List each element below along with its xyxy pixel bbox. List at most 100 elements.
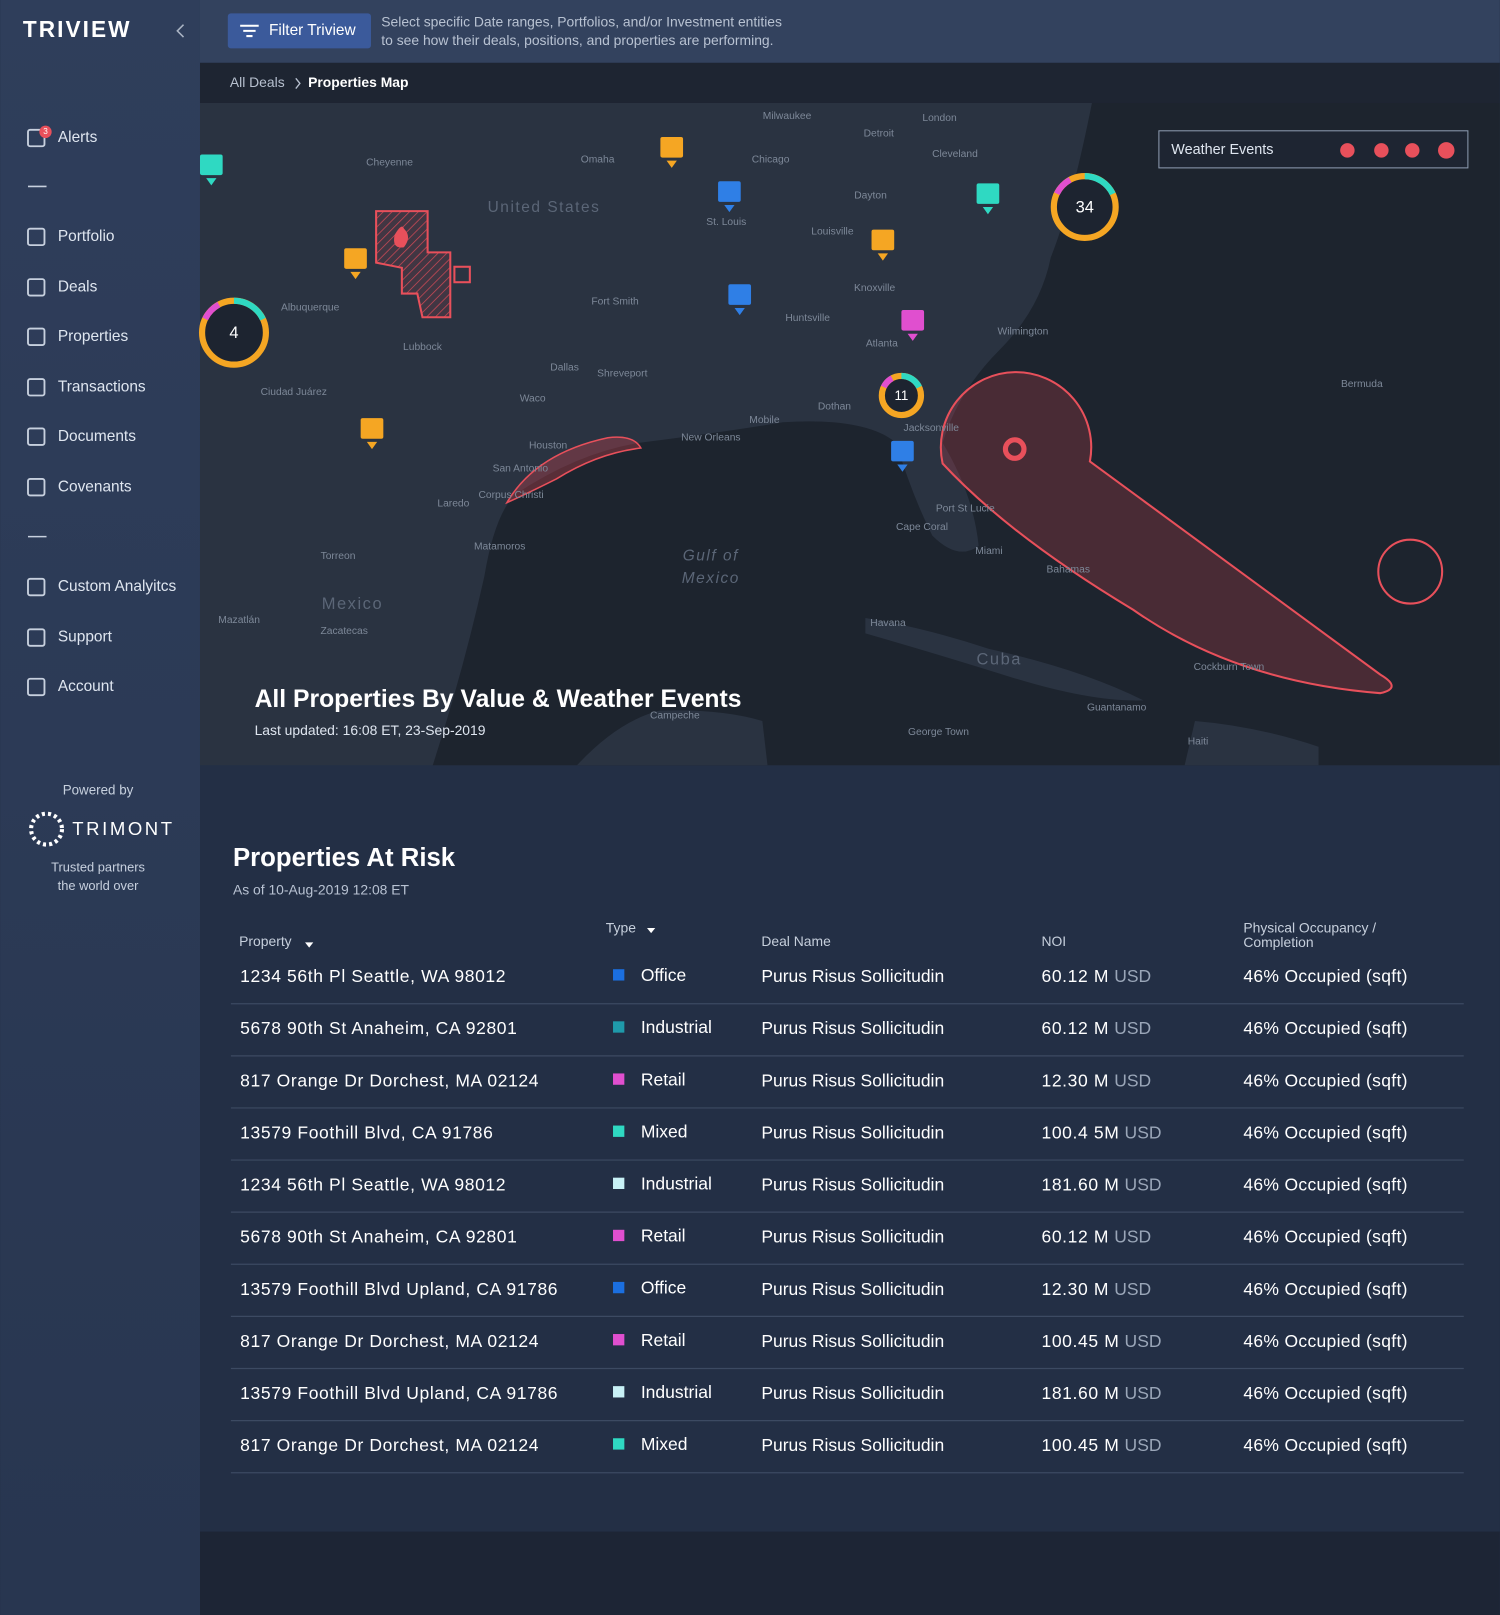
map-label: Mexico (682, 570, 740, 587)
cell-occupancy: 46% Occupied (sqft) (1243, 1122, 1407, 1142)
cell-deal: Purus Risus Sollicitudin (761, 1175, 944, 1195)
map-label: Bermuda (1341, 379, 1383, 390)
map (199, 102, 1500, 766)
sort-icon[interactable] (305, 942, 314, 948)
map-label: Havana (870, 618, 906, 629)
cell-deal: Purus Risus Sollicitudin (761, 1227, 944, 1247)
map-label: Campeche (650, 711, 700, 722)
cell-type: Mixed (641, 1434, 688, 1454)
sort-icon[interactable] (647, 928, 656, 934)
filter-hint: Select specific Date ranges, Portfolios,… (381, 13, 782, 29)
map-label: Fort Smith (591, 297, 639, 308)
property-marker (871, 229, 895, 251)
column-header: Completion (1243, 934, 1313, 950)
cell-property: 817 Orange Dr Dorchest, MA 02124 (240, 1070, 539, 1090)
nav-icon (27, 278, 46, 297)
map-label: George Town (908, 727, 969, 738)
powered-tagline: the world over (58, 878, 139, 893)
nav-icon (27, 677, 46, 697)
nav-icon (27, 478, 46, 497)
nav-icon (27, 128, 46, 148)
property-marker (360, 418, 384, 439)
collapse-icon[interactable] (176, 24, 185, 38)
cell-occupancy: 46% Occupied (sqft) (1243, 1331, 1407, 1351)
column-header[interactable]: Property (239, 933, 292, 949)
cell-deal: Purus Risus Sollicitudin (761, 1331, 944, 1351)
cell-occupancy: 46% Occupied (sqft) (1243, 1279, 1407, 1299)
cell-noi-unit: USD (1114, 1018, 1151, 1038)
cell-deal: Purus Risus Sollicitudin (761, 1018, 944, 1038)
map-label: Miami (975, 546, 1002, 557)
column-header: NOI (1041, 933, 1066, 949)
breadcrumb-current: Properties Map (308, 74, 408, 90)
cluster-count[interactable]: 11 (894, 388, 908, 403)
breadcrumb-item: All Deals (230, 74, 285, 90)
cell-noi-unit: USD (1125, 1122, 1162, 1142)
map-label: Mexico (322, 595, 383, 613)
nav-item[interactable]: Documents (58, 428, 136, 445)
property-marker (660, 136, 684, 158)
filter-button[interactable] (227, 13, 371, 49)
nav-item[interactable]: Transactions (58, 378, 146, 395)
column-header[interactable]: Type (606, 920, 636, 936)
nav-item[interactable]: Properties (58, 328, 129, 345)
map-label: Guantanamo (1087, 702, 1147, 713)
cell-occupancy: 46% Occupied (sqft) (1243, 1383, 1407, 1403)
cell-deal: Purus Risus Sollicitudin (761, 1122, 944, 1142)
column-header: Deal Name (761, 933, 831, 949)
cell-type: Office (641, 965, 686, 985)
map-label: Mobile (749, 415, 780, 426)
type-swatch (613, 1386, 625, 1398)
type-swatch (613, 969, 625, 981)
nav-item[interactable]: Deals (58, 278, 98, 295)
map-label: Corpus Christi (478, 490, 543, 501)
cell-noi: 100.45 M (1041, 1331, 1119, 1351)
cell-deal: Purus Risus Sollicitudin (761, 1279, 944, 1299)
brand: TRIVIEW (23, 16, 132, 42)
nav-item[interactable]: Account (58, 678, 114, 695)
type-swatch (613, 1177, 625, 1190)
map-label: Omaha (581, 154, 615, 165)
type-swatch (613, 1229, 625, 1242)
cell-occupancy: 46% Occupied (sqft) (1243, 1070, 1407, 1090)
nav-item[interactable]: Custom Analyitcs (58, 578, 177, 595)
cell-noi: 100.4 5M (1041, 1122, 1119, 1142)
map-label: United States (488, 199, 601, 216)
map-label: Wilmington (998, 326, 1049, 337)
map-label: Dothan (818, 402, 851, 413)
cell-deal: Purus Risus Sollicitudin (761, 1435, 944, 1455)
cell-noi-unit: USD (1114, 1070, 1151, 1090)
nav-icon (27, 227, 46, 247)
property-pin (877, 253, 889, 261)
cell-property: 5678 90th St Anaheim, CA 92801 (240, 1227, 517, 1247)
cluster-count[interactable]: 34 (1076, 198, 1094, 216)
type-swatch (613, 1073, 625, 1085)
cell-noi: 60.12 M (1041, 1227, 1109, 1247)
cluster-ring-segment (878, 372, 925, 419)
cell-deal: Purus Risus Sollicitudin (761, 1383, 944, 1403)
map-label: New Orleans (681, 432, 740, 443)
nav-item[interactable]: Alerts (58, 129, 98, 146)
map-label: Milwaukee (763, 111, 812, 122)
map-updated: Last updated: 16:08 ET, 23-Sep-2019 (255, 722, 486, 738)
map-label: Cheyenne (366, 157, 413, 168)
map-label: Atlanta (866, 339, 898, 350)
cell-noi: 12.30 M (1041, 1070, 1109, 1090)
type-swatch (613, 1438, 625, 1450)
map-label: Cape Coral (896, 522, 948, 533)
cell-noi-unit: USD (1125, 1435, 1162, 1455)
cell-occupancy: 46% Occupied (sqft) (1243, 1227, 1407, 1247)
cell-noi: 100.45 M (1041, 1435, 1119, 1455)
type-swatch (613, 1281, 625, 1294)
map-label: Chicago (752, 154, 790, 165)
cell-noi-unit: USD (1114, 966, 1151, 986)
map-label: Laredo (437, 498, 469, 509)
nav-item[interactable]: Portfolio (58, 228, 115, 245)
nav-item[interactable]: Support (58, 629, 113, 646)
map-label: Ciudad Juárez (261, 387, 327, 398)
cell-occupancy: 46% Occupied (sqft) (1243, 1018, 1407, 1038)
nav-item[interactable]: Covenants (58, 478, 132, 495)
cell-property: 1234 56th Pl Seattle, WA 98012 (240, 966, 506, 986)
cluster-count[interactable]: 4 (229, 324, 238, 342)
